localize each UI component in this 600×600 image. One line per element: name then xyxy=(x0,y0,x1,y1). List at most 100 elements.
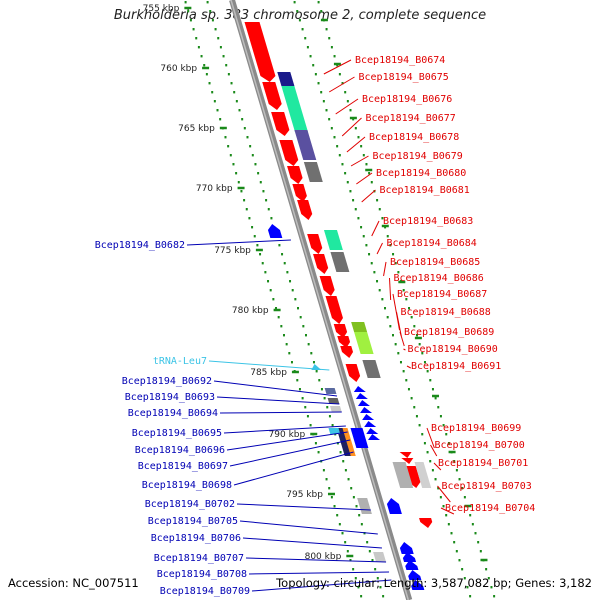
guide-dot xyxy=(336,145,339,148)
guide-dot xyxy=(272,298,275,301)
hit-box xyxy=(342,428,356,456)
guide-dot xyxy=(326,406,329,409)
guide-dot xyxy=(304,334,307,337)
guide-dot xyxy=(413,325,416,328)
tick-label: 775 kbp xyxy=(214,246,251,256)
guide-dot xyxy=(200,55,203,58)
guide-dot xyxy=(309,55,312,58)
guide-dot xyxy=(349,190,352,193)
guide-dot xyxy=(344,91,347,94)
guide-dot xyxy=(347,478,350,481)
guide-dot xyxy=(297,307,300,310)
gene-label: Bcep18194_B0691 xyxy=(411,361,501,372)
guide-dot xyxy=(346,100,349,103)
guide-dot xyxy=(358,514,361,517)
guide-dot xyxy=(370,181,373,184)
guide-dot xyxy=(344,541,347,544)
guide-dot xyxy=(225,64,228,67)
gene-label: Bcep18194_B0684 xyxy=(387,238,477,249)
guide-dot xyxy=(474,532,477,535)
reverse-gene-arrow xyxy=(267,224,283,238)
guide-dot xyxy=(237,181,240,184)
guide-dot xyxy=(314,73,317,76)
label-leader xyxy=(229,439,351,467)
guide-dot xyxy=(381,217,384,220)
guide-dot xyxy=(352,568,355,571)
guide-dot xyxy=(376,280,379,283)
guide-dot xyxy=(477,541,480,544)
guide-dot xyxy=(227,73,230,76)
label-leader xyxy=(245,557,387,563)
kbp-tick: 785 kbp xyxy=(250,368,299,378)
guide-dot xyxy=(328,37,331,40)
guide-dot xyxy=(298,19,301,22)
guide-dot xyxy=(253,235,256,238)
guide-dot xyxy=(461,568,464,571)
guide-dot xyxy=(423,442,426,445)
forward-gene-arrow xyxy=(337,336,351,348)
guide-dot xyxy=(312,64,315,67)
guide-dot xyxy=(399,361,402,364)
guide-dot xyxy=(296,379,299,382)
guide-dot xyxy=(333,136,336,139)
guide-dot xyxy=(357,217,360,220)
gene-label: Bcep18194_B0707 xyxy=(154,553,244,564)
label-leader xyxy=(371,220,380,237)
guide-dot xyxy=(203,64,206,67)
guide-dot xyxy=(402,289,405,292)
kbp-tick: 765 kbp xyxy=(178,124,227,134)
gene-label: Bcep18194_B0702 xyxy=(145,499,235,510)
guide-dot xyxy=(374,568,377,571)
gene-label: Bcep18194_B0692 xyxy=(122,376,212,387)
guide-dot xyxy=(469,514,472,517)
guide-dot xyxy=(243,127,246,130)
gene-label: Bcep18194_B0706 xyxy=(151,533,241,544)
gene-label: Bcep18194_B0699 xyxy=(431,423,521,434)
reverse-gene-arrow xyxy=(368,434,381,440)
guide-dot xyxy=(333,55,336,58)
gene-label: Bcep18194_B0694 xyxy=(128,408,218,419)
gene-label: Bcep18194_B0698 xyxy=(142,480,232,491)
guide-dot xyxy=(490,586,493,589)
guide-dot xyxy=(376,199,379,202)
guide-dot xyxy=(325,28,328,31)
guide-dot xyxy=(286,271,289,274)
tick-label: 790 kbp xyxy=(269,430,306,440)
guide-dot xyxy=(238,109,241,112)
guide-dot xyxy=(189,19,192,22)
label-leader xyxy=(186,239,291,246)
guide-dot xyxy=(439,496,442,499)
guide-dot xyxy=(445,514,448,517)
guide-dot xyxy=(354,577,357,580)
guide-dot xyxy=(248,217,251,220)
label-leader xyxy=(437,485,451,503)
guide-dot xyxy=(397,271,400,274)
guide-dot xyxy=(442,505,445,508)
guide-dot xyxy=(251,154,254,157)
guide-dot xyxy=(246,136,249,139)
guide-dot xyxy=(386,235,389,238)
guide-dot xyxy=(323,397,326,400)
guide-dot xyxy=(463,496,466,499)
guide-dot xyxy=(281,253,284,256)
gene-label: Bcep18194_B0705 xyxy=(148,516,238,527)
guide-dot xyxy=(280,325,283,328)
guide-dot xyxy=(434,397,437,400)
guide-dot xyxy=(317,451,320,454)
guide-dot xyxy=(392,253,395,256)
reverse-gene-arrow xyxy=(386,498,402,514)
label-leader xyxy=(399,331,405,347)
guide-dot xyxy=(318,379,321,382)
guide-dot xyxy=(307,343,310,346)
guide-dot xyxy=(405,298,408,301)
guide-dot xyxy=(373,271,376,274)
forward-gene-arrow xyxy=(345,364,361,382)
guide-dot xyxy=(270,217,273,220)
guide-dot xyxy=(232,163,235,166)
guide-dot xyxy=(243,199,246,202)
kbp-tick: 790 kbp xyxy=(269,430,318,440)
guide-dot xyxy=(241,118,244,121)
hit-box xyxy=(281,86,309,132)
label-leader xyxy=(213,380,338,397)
